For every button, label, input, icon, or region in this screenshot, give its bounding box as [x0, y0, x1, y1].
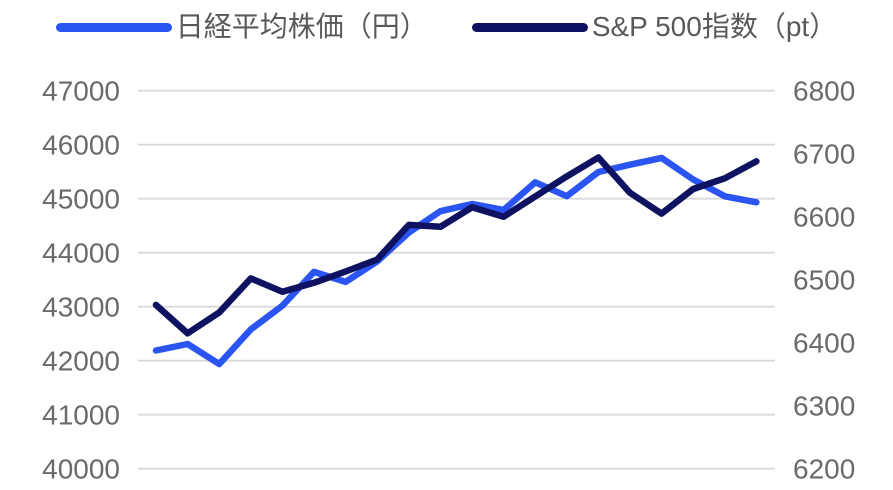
nikkei-line-swatch-icon: [55, 22, 172, 32]
right-axis-tick-label: 6300: [793, 391, 855, 422]
left-axis-tick-label: 43000: [42, 292, 120, 323]
nikkei-line: [152, 154, 760, 368]
right-axis-tick-label: 6200: [793, 454, 855, 485]
left-axis-tick-label: 44000: [42, 238, 120, 269]
sp500-line-swatch-icon: [471, 22, 588, 32]
sp500-line: [152, 154, 760, 337]
legend-label-sp500: S&P 500指数（pt）: [591, 11, 838, 42]
legend-label-nikkei: 日経平均株価（円）: [175, 11, 428, 42]
left-axis-tick-label: 47000: [42, 76, 120, 107]
legend: 日経平均株価（円） S&P 500指数（pt）: [0, 11, 893, 43]
right-axis-tick-label: 6800: [793, 76, 855, 107]
legend-item-sp500: S&P 500指数（pt）: [471, 11, 838, 43]
left-axis-tick-label: 41000: [42, 400, 120, 431]
left-axis-tick-label: 45000: [42, 184, 120, 215]
right-axis-tick-label: 6600: [793, 202, 855, 233]
left-axis-tick-label: 42000: [42, 346, 120, 377]
legend-item-nikkei: 日経平均株価（円）: [55, 11, 428, 43]
left-axis-tick-label: 46000: [42, 130, 120, 161]
right-axis-tick-label: 6400: [793, 328, 855, 359]
right-axis-tick-label: 6700: [793, 139, 855, 170]
left-axis-tick-label: 40000: [42, 454, 120, 485]
right-axis-tick-label: 6500: [793, 265, 855, 296]
